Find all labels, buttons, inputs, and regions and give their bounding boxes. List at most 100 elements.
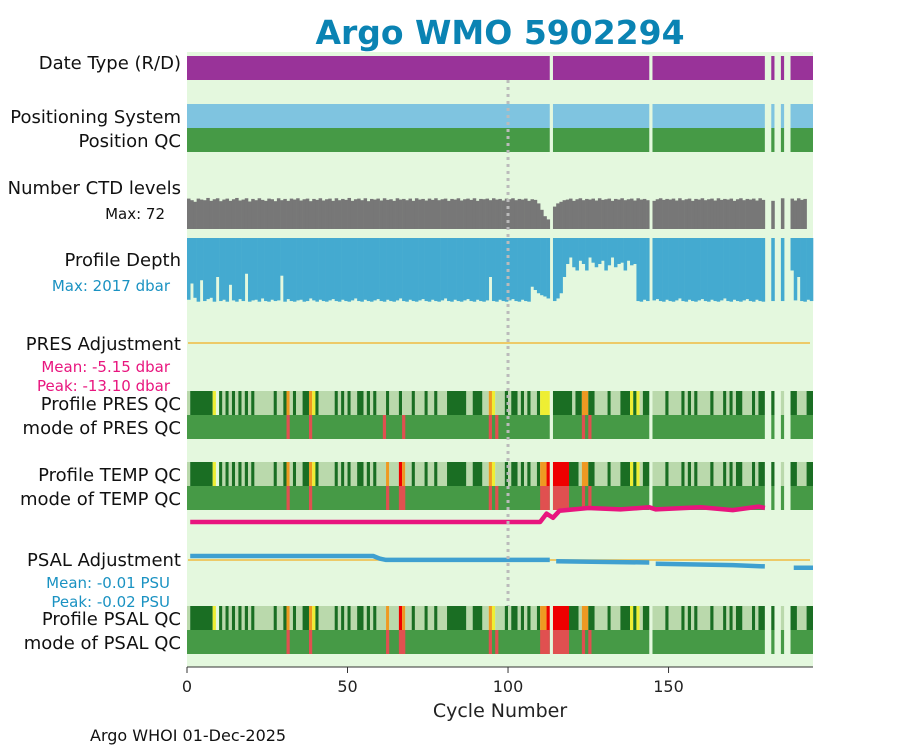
pres-qc-cell <box>302 391 309 415</box>
psal-qc-cell <box>219 606 223 630</box>
label-psal-peak: Peak: -0.02 PSU <box>51 593 170 611</box>
ctd-levels-bar <box>623 200 628 229</box>
ctd-levels-bar <box>556 203 560 229</box>
profile-depth-bar <box>684 238 689 302</box>
profile-depth-bar <box>430 238 435 300</box>
ctd-levels-bar <box>450 198 454 229</box>
psal-qc-cell <box>318 606 335 630</box>
temp-qc-cell <box>296 462 303 486</box>
temp-qc-cell <box>633 462 637 486</box>
psal-qc-cell <box>581 606 589 630</box>
profile-depth-bar <box>520 238 525 300</box>
profile-depth-bar <box>273 238 278 302</box>
profile-depth-bar <box>809 238 814 302</box>
psal-mode-bad-cell <box>495 630 499 654</box>
pres-qc-cell <box>427 391 435 415</box>
positioning-system-bar <box>652 104 765 128</box>
profile-depth-bar <box>244 238 249 274</box>
ctd-levels-bar <box>520 199 525 229</box>
pres-qc-cell <box>222 391 226 415</box>
temp-qc-cell <box>302 462 309 486</box>
temp-qc-cell <box>241 462 245 486</box>
profile-depth-bar <box>662 238 666 302</box>
psal-qc-cell <box>495 606 505 630</box>
psal-qc-cell <box>780 606 785 630</box>
pres-qc-cell <box>652 391 666 415</box>
temp-qc-cell <box>620 462 631 486</box>
temp-qc-cell <box>546 462 550 486</box>
profile-depth-bar <box>578 238 583 261</box>
psal-qc-cell <box>588 606 595 630</box>
profile-depth-bar <box>280 238 284 276</box>
x-tick-label: 50 <box>337 677 357 696</box>
ctd-levels-bar <box>761 199 766 229</box>
label-profile-pres-qc: Profile PRES QC <box>41 394 181 415</box>
psal-qc-cell <box>684 606 688 630</box>
profile-depth-bar <box>604 238 608 271</box>
ctd-levels-bar <box>437 200 441 229</box>
profile-depth-bar <box>222 238 226 300</box>
profile-depth-bar <box>665 238 669 300</box>
psal-mode-bad-cell <box>286 630 290 654</box>
ctd-levels-bar <box>225 198 230 229</box>
psal-qc-cell <box>286 606 290 630</box>
pres-qc-cell <box>187 391 191 415</box>
psal-qc-cell <box>386 606 390 630</box>
pres-mode-bad-cell <box>488 415 492 439</box>
ctd-levels-bar <box>687 198 692 229</box>
pres-mode-bad-cell <box>402 415 406 439</box>
temp-qc-cell <box>536 462 541 486</box>
profile-depth-bar <box>225 238 230 302</box>
psal-qc-cell <box>610 606 621 630</box>
label-psal-mean: Mean: -0.01 PSU <box>46 574 170 592</box>
position-qc-bar <box>552 128 650 152</box>
temp-mode-bad-cell <box>588 486 592 510</box>
pres-mode-bad-cell <box>382 415 387 439</box>
ctd-levels-bar <box>398 199 403 229</box>
psal-qc-cell <box>405 606 412 630</box>
psal-qc-cell <box>247 606 252 630</box>
psal-qc-cell <box>341 606 345 630</box>
temp-qc-cell <box>668 462 682 486</box>
profile-depth-bar <box>212 238 217 302</box>
ctd-levels-bar <box>353 199 358 229</box>
temp-qc-cell <box>447 462 467 486</box>
psal-qc-cell <box>187 606 191 630</box>
psal-qc-cell <box>411 606 415 630</box>
profile-depth-bar <box>806 238 811 300</box>
psal-qc-cell <box>402 606 406 630</box>
ctd-levels-bar <box>597 198 602 229</box>
temp-qc-cell <box>610 462 621 486</box>
temp-mode-bar <box>790 486 813 510</box>
positioning-system-bar <box>552 104 650 128</box>
temp-qc-cell <box>578 462 582 486</box>
ctd-levels-bar <box>684 199 689 229</box>
pres-qc-cell <box>691 391 695 415</box>
psal-qc-cell <box>723 606 727 630</box>
temp-qc-cell <box>511 462 518 486</box>
ctd-levels-bar <box>334 198 339 229</box>
ctd-levels-bar <box>572 200 576 229</box>
psal-qc-cell <box>752 606 756 630</box>
ctd-levels-bar <box>187 198 191 229</box>
temp-mode-bad-cell <box>398 486 406 510</box>
ctd-levels-bar <box>366 201 371 229</box>
psal-qc-cell <box>244 606 248 630</box>
ctd-levels-bar <box>325 199 329 229</box>
ctd-levels-bar <box>755 200 759 229</box>
psal-qc-cell <box>302 606 309 630</box>
profile-depth-bar <box>341 238 345 300</box>
pres-mode-bar <box>552 415 650 439</box>
psal-mode-bad-cell <box>581 630 586 654</box>
pres-qc-cell <box>517 391 521 415</box>
temp-qc-cell <box>636 462 640 486</box>
pres-qc-cell <box>373 391 377 415</box>
pres-qc-cell <box>572 391 576 415</box>
ctd-levels-bar <box>630 198 634 229</box>
profile-depth-bar <box>296 238 300 301</box>
ctd-levels-bar <box>719 199 724 229</box>
psal-adjustment-line <box>190 553 550 563</box>
profile-depth-bar <box>215 238 220 277</box>
pres-qc-cell <box>190 391 213 415</box>
psal-qc-cell <box>742 606 753 630</box>
